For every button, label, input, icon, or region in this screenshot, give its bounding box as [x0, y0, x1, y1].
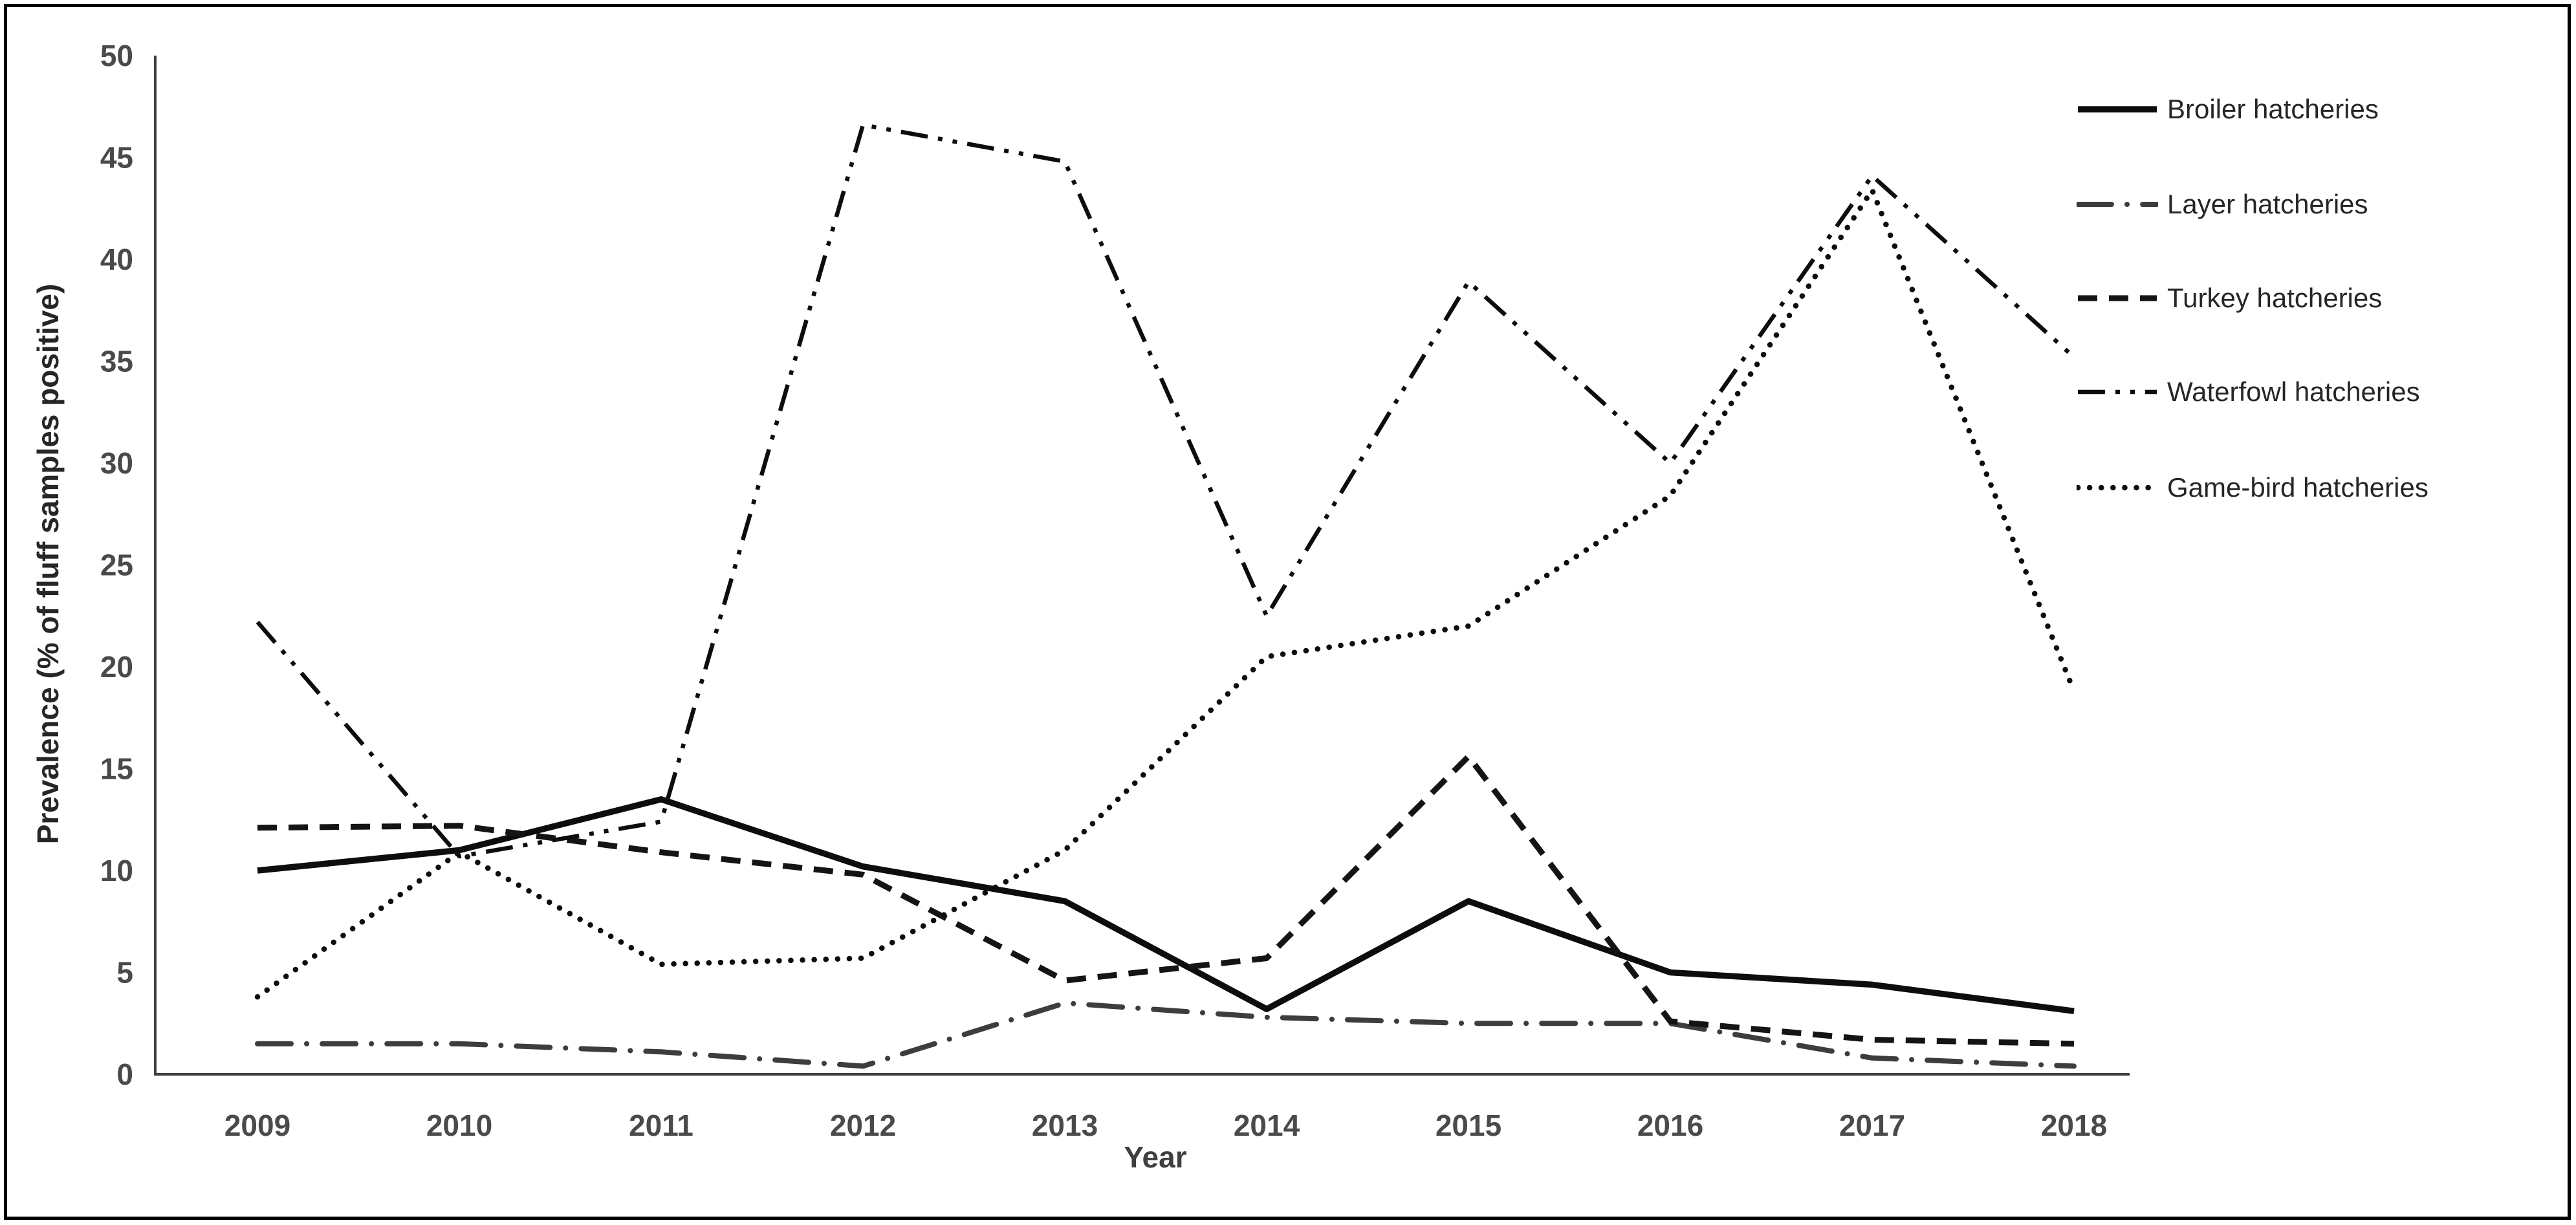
- x-tick-label: 2018: [2041, 1109, 2107, 1142]
- y-tick-label: 45: [100, 141, 133, 175]
- legend-label: Broiler hatcheries: [2167, 94, 2379, 124]
- y-tick-label: 35: [100, 345, 133, 378]
- y-tick-label: 50: [100, 39, 133, 72]
- legend-label: Waterfowl hatcheries: [2167, 376, 2420, 407]
- legend-item-broiler: Broiler hatcheries: [2077, 94, 2379, 125]
- series-line-game-bird-hatcheries: [254, 187, 2077, 1000]
- y-tick-label: 25: [100, 548, 133, 582]
- legend-item-waterfowl: Waterfowl hatcheries: [2077, 376, 2420, 407]
- x-tick-label: 2010: [426, 1109, 492, 1142]
- x-tick-label: 2016: [1637, 1109, 1703, 1142]
- figure-border: [4, 4, 2571, 1220]
- y-tick-label: 5: [116, 956, 133, 990]
- legend-label: Game-bird hatcheries: [2167, 472, 2429, 503]
- legend-line-sample-dashed: [2077, 294, 2158, 303]
- y-tick-label: 0: [116, 1057, 133, 1091]
- x-axis-tick-labels: 2009 2010 2011 2012 2013 2014 2015 2016 2017 2018: [224, 1109, 2107, 1142]
- y-tick-label: 30: [100, 446, 133, 480]
- legend-label: Layer hatcheries: [2167, 189, 2368, 219]
- legend-line-sample-dotted: [2075, 483, 2160, 492]
- series-lines: [254, 122, 2077, 1069]
- legend-item-turkey: Turkey hatcheries: [2077, 283, 2382, 314]
- legend-line-sample-dash-dot: [2075, 200, 2159, 209]
- legend-item-game-bird: Game-bird hatcheries: [2075, 472, 2429, 503]
- y-tick-label: 15: [100, 752, 133, 786]
- x-tick-label: 2012: [830, 1109, 896, 1142]
- x-tick-label: 2017: [1839, 1109, 1905, 1142]
- series-line-turkey-hatcheries: [257, 753, 2075, 1047]
- legend-line-sample-solid: [2077, 105, 2158, 114]
- y-axis-title: Prevalence (% of fluff samples positive): [31, 283, 65, 845]
- y-tick-label: 20: [100, 650, 133, 684]
- x-tick-label: 2014: [1234, 1109, 1300, 1142]
- series-line-broiler-hatcheries: [257, 796, 2075, 1015]
- y-tick-label: 40: [100, 243, 133, 276]
- x-axis-title: Year: [1124, 1140, 1187, 1174]
- legend-label: Turkey hatcheries: [2167, 283, 2383, 313]
- y-tick-label: 10: [100, 854, 133, 887]
- y-axis-tick-labels: 0 5 10 15 20 25 30 35 40 45 50: [100, 39, 133, 1091]
- series-line-layer-hatcheries: [255, 1000, 2077, 1069]
- x-tick-label: 2009: [224, 1109, 290, 1142]
- x-tick-label: 2015: [1435, 1109, 1501, 1142]
- x-tick-label: 2011: [629, 1109, 693, 1142]
- legend-line-sample-dash-dot-dot: [2077, 387, 2158, 396]
- series-line-waterfowl-hatcheries: [256, 122, 2076, 859]
- legend-item-layer: Layer hatcheries: [2075, 189, 2368, 220]
- x-tick-label: 2013: [1032, 1109, 1098, 1142]
